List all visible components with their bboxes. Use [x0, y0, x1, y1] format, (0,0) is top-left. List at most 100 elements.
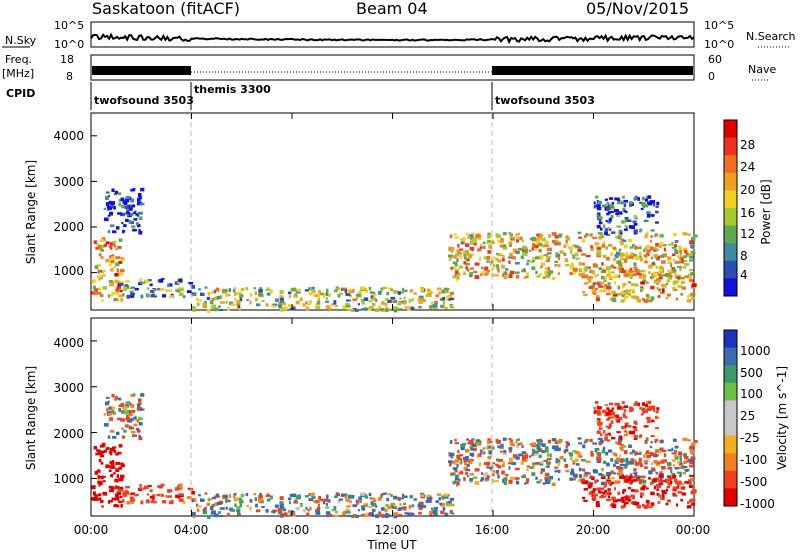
velocity-cell	[656, 485, 662, 489]
velocity-cell	[129, 402, 132, 406]
power-cell	[93, 288, 99, 291]
velocity-cell	[334, 514, 339, 518]
power-cell	[450, 250, 454, 253]
velocity-cell	[645, 505, 650, 509]
velocity-cell	[480, 477, 485, 481]
power-cell	[345, 293, 351, 296]
velocity-cell	[658, 474, 663, 478]
velocity-cell	[628, 475, 633, 479]
power-ytick-2000: 2000	[53, 220, 84, 234]
velocity-cell	[458, 471, 464, 475]
velocity-cell	[555, 459, 561, 464]
velocity-cell	[662, 491, 667, 495]
power-cell	[526, 262, 529, 266]
power-cell	[325, 288, 329, 293]
power-cell	[547, 271, 551, 276]
power-cell	[145, 293, 150, 298]
velocity-cell	[325, 506, 330, 509]
velocity-cell	[403, 506, 407, 511]
velocity-cell	[667, 462, 672, 467]
power-cell	[125, 218, 129, 223]
velocity-cell	[277, 509, 283, 514]
power-cell	[371, 297, 376, 301]
power-cell	[532, 243, 536, 247]
velocity-cell	[581, 478, 586, 482]
velocity-cell	[109, 447, 113, 452]
velocity-cell	[596, 430, 601, 434]
power-cell	[591, 284, 596, 288]
velocity-cell	[676, 485, 680, 489]
velocity-cell	[453, 462, 457, 465]
power-cell	[133, 218, 138, 221]
velocity-cell	[270, 495, 273, 500]
power-cell	[315, 306, 321, 309]
power-cell	[542, 276, 546, 279]
velocity-cell	[495, 463, 499, 467]
power-cell	[454, 233, 457, 236]
power-cell	[508, 232, 512, 235]
power-cell	[633, 283, 639, 287]
velocity-cell	[500, 443, 504, 448]
power-cell	[521, 251, 526, 256]
power-cell	[508, 241, 513, 245]
velocity-cell	[488, 466, 492, 469]
velocity-cell	[420, 494, 425, 498]
velocity-cell	[640, 495, 643, 498]
power-cell	[380, 287, 384, 290]
power-panel: Slant Range [km] 1000 2000 3000 4000 4 8…	[24, 112, 773, 313]
power-cell	[94, 265, 99, 269]
velocity-cell	[590, 482, 593, 485]
power-cell	[113, 193, 118, 196]
power-cell	[633, 229, 638, 233]
velocity-cell	[460, 444, 465, 447]
velocity-cell	[118, 500, 123, 504]
date-title: 05/Nov/2015	[586, 0, 689, 18]
velocity-cell	[110, 452, 113, 456]
power-cell	[639, 257, 643, 262]
power-cell	[552, 233, 556, 236]
power-cell	[563, 252, 567, 257]
velocity-cell	[650, 405, 656, 409]
power-cell	[139, 202, 145, 206]
power-cell	[380, 289, 383, 293]
power-cell	[686, 299, 692, 303]
velocity-cell	[617, 403, 620, 407]
power-cell	[645, 293, 649, 298]
velocity-cell	[619, 476, 623, 480]
velocity-cell	[345, 499, 351, 502]
power-cell	[684, 275, 689, 278]
power-cell	[650, 229, 655, 232]
vel-cb-tick-100: 100	[740, 387, 763, 401]
velocity-cell	[228, 494, 232, 498]
power-cell	[641, 196, 646, 201]
velocity-cell	[130, 492, 135, 495]
power-cell	[115, 279, 118, 284]
power-cell	[678, 245, 683, 250]
power-cell	[132, 187, 136, 192]
power-cell	[370, 291, 376, 294]
power-cell	[486, 269, 490, 273]
velocity-cell	[607, 449, 613, 453]
power-cell	[279, 295, 284, 298]
power-cell	[192, 294, 195, 297]
power-cell	[566, 237, 571, 241]
power-cell	[622, 207, 625, 211]
velocity-cell	[97, 498, 102, 501]
velocity-cell	[138, 421, 143, 426]
velocity-cell	[653, 459, 658, 464]
power-cell	[602, 254, 607, 259]
power-cell	[117, 192, 122, 196]
velocity-cell	[636, 478, 642, 482]
power-cell	[574, 252, 579, 257]
power-cell	[342, 287, 348, 291]
power-cell	[233, 292, 237, 296]
power-cell	[653, 203, 656, 207]
velocity-cell	[282, 508, 287, 512]
velocity-cell	[547, 453, 552, 457]
power-cell	[143, 281, 146, 285]
power-cell	[617, 266, 620, 270]
velocity-cell	[125, 486, 131, 489]
power-cell	[582, 238, 586, 243]
velocity-cell	[219, 515, 223, 518]
power-cell	[117, 212, 122, 215]
